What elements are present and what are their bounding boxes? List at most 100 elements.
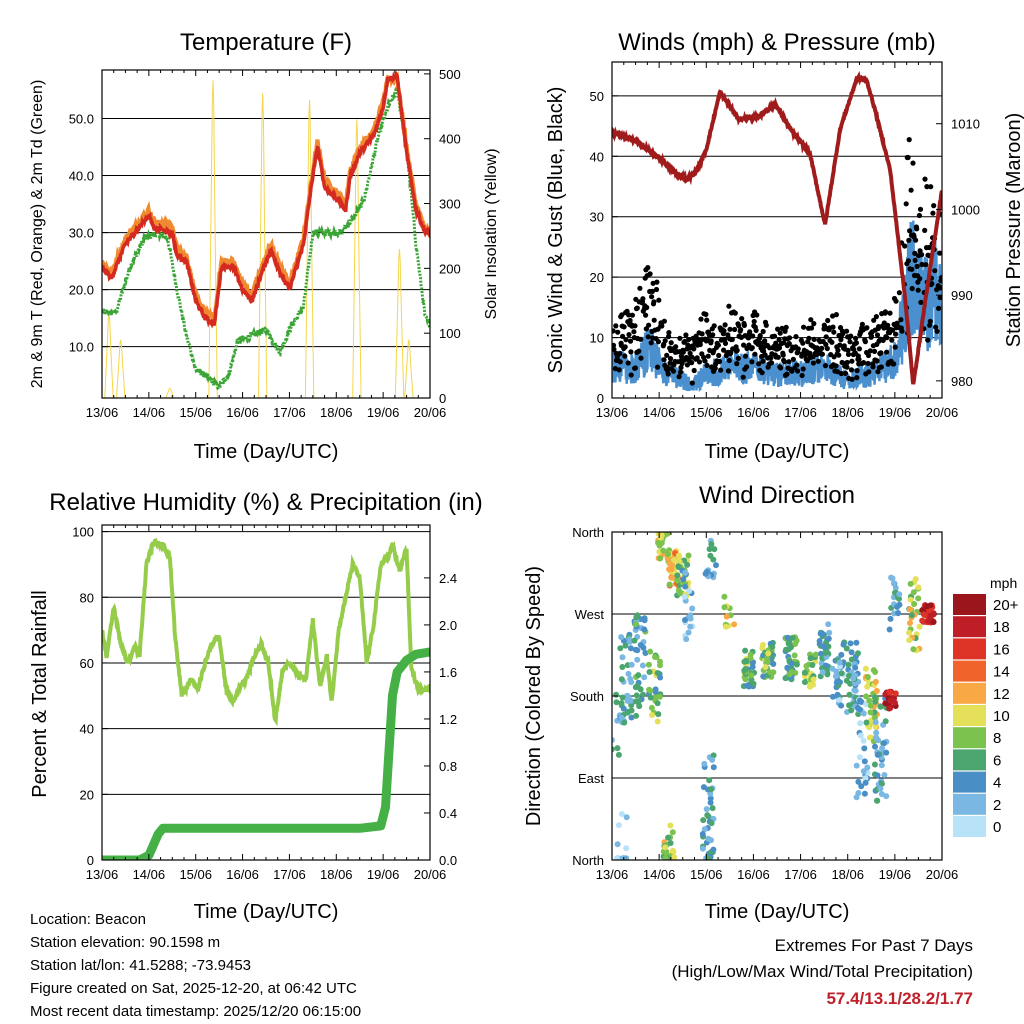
gust-point <box>708 338 714 344</box>
wind-direction-point <box>862 775 869 782</box>
panel-0: 13/06 14/06 15/06 16/06 17/06 18/06 19/06 20/06… <box>69 67 461 420</box>
wind-direction-point <box>864 683 871 690</box>
y-tick-label: 80 <box>80 590 94 605</box>
wind-direction-point <box>836 659 843 666</box>
wind-direction-point <box>619 694 626 701</box>
wind-direction-point <box>669 829 676 836</box>
gust-point <box>913 237 919 243</box>
wind-direction-point <box>874 751 881 758</box>
legend-label: 16 <box>993 641 1010 658</box>
gust-point <box>722 322 728 328</box>
wind-direction-point <box>873 734 880 741</box>
wind-direction-point <box>721 604 728 611</box>
wind-direction-point <box>915 595 922 602</box>
gust-point <box>833 312 840 318</box>
gust-point <box>923 262 929 268</box>
wind-direction-point <box>784 634 791 641</box>
solar-insolation-line <box>165 387 175 398</box>
gust-point <box>874 332 881 338</box>
wind-direction-point <box>709 756 716 763</box>
x-tick-label: 14/06 <box>643 405 676 420</box>
wind-direction-point <box>625 670 632 677</box>
wind-direction-point <box>624 697 631 704</box>
gust-point <box>815 358 821 364</box>
wind-direction-point <box>731 621 738 628</box>
gust-point <box>645 265 651 271</box>
gust-point <box>919 252 925 258</box>
x-tick-label: 15/06 <box>690 867 723 882</box>
x-tick-label: 19/06 <box>367 405 400 420</box>
wind-direction-point <box>930 619 937 625</box>
wind-direction-point <box>857 720 864 727</box>
wind-direction-point <box>628 707 635 714</box>
wind-direction-point <box>896 595 902 602</box>
wind-direction-point <box>767 669 773 676</box>
gust-point <box>749 359 755 365</box>
gust-point <box>725 368 732 374</box>
wind-direction-point <box>618 634 625 641</box>
info-created: Figure created on Sat, 2025-12-20, at 06… <box>30 980 357 997</box>
legend-label: 6 <box>993 752 1001 769</box>
gust-point <box>835 347 841 353</box>
wind-direction-point <box>788 660 795 667</box>
gust-point <box>666 330 672 336</box>
wind-direction-point <box>889 575 896 582</box>
gust-point <box>698 316 704 322</box>
y-tick-label: 0 <box>597 391 604 406</box>
series-layer <box>612 532 937 860</box>
gust-point <box>808 325 815 331</box>
gust-point <box>752 351 758 357</box>
gust-point <box>844 328 850 334</box>
gust-point <box>636 348 642 354</box>
wind-direction-point <box>855 790 862 796</box>
gust-point <box>632 323 638 329</box>
gust-point <box>831 329 837 335</box>
wind-direction-point <box>680 576 687 583</box>
gust-point <box>716 358 723 365</box>
legend-swatch <box>953 638 986 660</box>
wind-direction-point <box>710 764 717 771</box>
gust-point <box>807 350 813 356</box>
wind-direction-point <box>881 740 887 747</box>
wind-direction-point <box>684 561 691 568</box>
y-tick-label: South <box>570 689 604 704</box>
wind-direction-point <box>709 805 716 812</box>
humidity-title: Relative Humidity (%) & Precipitation (i… <box>49 489 482 516</box>
gust-point <box>621 324 627 330</box>
wind-direction-point <box>618 676 625 683</box>
gust-point <box>856 346 863 352</box>
legend-title: mph <box>990 575 1017 591</box>
extremes-title: Extremes For Past 7 Days <box>775 936 973 955</box>
y2-tick-label: 1.2 <box>439 712 457 727</box>
wind-direction-point <box>838 651 845 658</box>
legend-swatch <box>953 816 986 837</box>
gust-point <box>898 317 904 323</box>
wind-direction-point <box>861 758 868 765</box>
gust-point <box>927 322 933 328</box>
gust-point <box>844 364 850 370</box>
wind-direction-point <box>760 641 766 648</box>
x-tick-label: 14/06 <box>133 867 166 882</box>
wind-direction-point <box>623 845 630 852</box>
gust-point <box>628 372 634 378</box>
x-tick-label: 19/06 <box>879 405 912 420</box>
gust-point <box>800 366 806 372</box>
wind-direction-point <box>861 790 868 797</box>
wind-direction-point <box>910 589 917 596</box>
precipitation-line <box>102 647 430 860</box>
gust-point <box>931 203 937 209</box>
gust-point <box>891 361 897 367</box>
wind-direction-point <box>618 714 625 721</box>
gust-point <box>909 285 915 292</box>
wind-direction-point <box>657 662 663 669</box>
wind-direction-point <box>707 799 714 806</box>
gust-point <box>876 324 882 330</box>
gust-point <box>800 340 806 346</box>
wind-direction-point <box>887 697 894 704</box>
gust-point <box>668 340 674 346</box>
wind-direction-point <box>682 583 689 590</box>
solar-insolation-line <box>352 119 362 398</box>
gust-point <box>704 362 710 368</box>
wind-direction-point <box>635 672 642 679</box>
gust-point <box>932 268 938 274</box>
